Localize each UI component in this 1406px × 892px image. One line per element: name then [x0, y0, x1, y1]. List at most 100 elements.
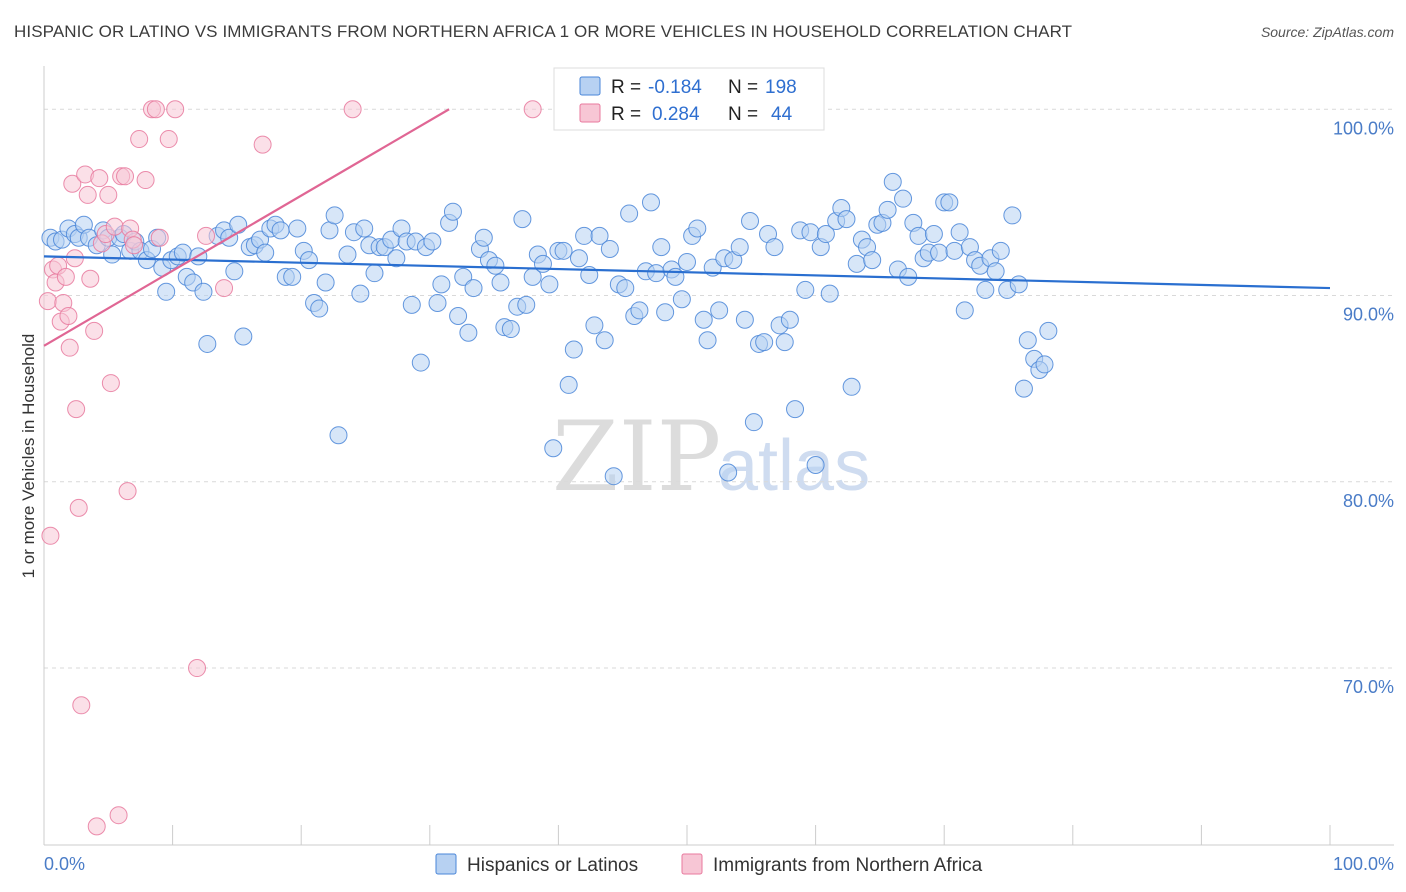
hispanics-point — [486, 256, 505, 275]
hispanics-point — [575, 226, 594, 245]
y-tick-label: 80.0% — [1343, 491, 1394, 511]
hispanics-point — [283, 267, 302, 286]
hispanics-point — [229, 215, 248, 234]
northern-africa-point — [109, 806, 128, 825]
hispanics-point — [641, 193, 660, 212]
northern-africa-point — [118, 482, 137, 501]
series-northern-africa-points — [38, 100, 542, 836]
northern-africa-point — [150, 228, 169, 247]
hispanics-point — [710, 301, 729, 320]
hispanics-point — [423, 232, 442, 251]
hispanics-point — [780, 310, 799, 329]
hispanics-point — [955, 301, 974, 320]
hispanics-point — [1039, 321, 1058, 340]
stats-n-value-pink: 44 — [771, 104, 793, 125]
northern-africa-point — [166, 100, 185, 119]
hispanics-point — [365, 264, 384, 283]
hispanics-point — [878, 200, 897, 219]
hispanics-point — [1014, 379, 1033, 398]
hispanics-point — [585, 316, 604, 335]
hispanics-point — [234, 327, 253, 346]
northern-africa-point — [56, 267, 75, 286]
hispanics-point — [299, 251, 318, 270]
hispanics-point — [796, 280, 815, 299]
hispanics-point — [310, 299, 329, 318]
northern-africa-point — [136, 171, 155, 190]
hispanics-point — [894, 189, 913, 208]
series-hispanics-points — [41, 172, 1058, 486]
hispanics-point — [755, 333, 774, 352]
hispanics-point — [559, 375, 578, 394]
hispanics-point — [411, 353, 430, 372]
y-tick-label: 100.0% — [1333, 118, 1394, 138]
hispanics-point — [945, 241, 964, 260]
stats-swatch-blue — [579, 76, 601, 96]
northern-africa-point — [253, 135, 272, 154]
hispanics-point — [600, 239, 619, 258]
hispanics-point — [474, 228, 493, 247]
northern-africa-point — [101, 374, 120, 393]
hispanics-point — [694, 310, 713, 329]
hispanics-point — [338, 245, 357, 264]
hispanics-point — [513, 210, 532, 229]
stats-n-label-blue: N = — [728, 77, 758, 98]
northern-africa-point — [90, 169, 109, 188]
northern-africa-point — [41, 526, 60, 545]
hispanics-point — [256, 243, 275, 262]
hispanics-point — [402, 295, 421, 314]
northern-africa-point — [523, 100, 542, 119]
northern-africa-point — [67, 400, 86, 419]
hispanics-point — [271, 221, 290, 240]
northern-africa-point — [78, 185, 97, 204]
hispanics-point — [765, 238, 784, 257]
hispanics-point — [604, 467, 623, 486]
chart-title: HISPANIC OR LATINO VS IMMIGRANTS FROM NO… — [14, 22, 1073, 41]
northern-africa-trend-line — [43, 108, 450, 347]
stats-n-label-pink: N = — [728, 104, 758, 125]
northern-africa-point — [85, 321, 104, 340]
hispanics-point — [986, 262, 1005, 281]
hispanics-point — [1009, 275, 1028, 294]
hispanics-point — [883, 172, 902, 191]
hispanics-point — [1003, 206, 1022, 225]
northern-africa-point — [125, 236, 144, 255]
axes — [43, 66, 1394, 846]
legend-swatch-pink — [681, 853, 703, 875]
hispanics-point — [329, 426, 348, 445]
hispanics-point — [847, 254, 866, 273]
hispanics-point — [775, 333, 794, 352]
hispanics-point — [198, 334, 217, 353]
hispanics-point — [569, 249, 588, 268]
hispanics-point — [820, 284, 839, 303]
legend: Hispanics or Latinos Immigrants from Nor… — [435, 853, 983, 876]
hispanics-point — [741, 212, 760, 231]
y-tick-labels: 100.0% 90.0% 80.0% 70.0% — [1333, 118, 1394, 697]
hispanics-point — [540, 275, 559, 294]
hispanics-point — [816, 225, 835, 244]
hispanics-point — [443, 202, 462, 221]
hispanics-point — [744, 413, 763, 432]
northern-africa-point — [81, 269, 100, 288]
hispanics-trend-line — [43, 255, 1331, 290]
watermark-atlas: atlas — [718, 426, 870, 506]
legend-label-blue: Hispanics or Latinos — [467, 855, 638, 876]
hispanics-point — [1035, 355, 1054, 374]
legend-label-pink: Immigrants from Northern Africa — [713, 855, 983, 876]
northern-africa-point — [188, 659, 207, 678]
northern-africa-point — [87, 817, 106, 836]
y-axis-title: 1 or more Vehicles in Household — [19, 334, 38, 579]
hispanics-point — [544, 439, 563, 458]
northern-africa-point — [69, 498, 88, 517]
hispanics-point — [630, 301, 649, 320]
stats-r-value-blue: -0.184 — [648, 77, 702, 98]
hispanics-point — [647, 264, 666, 283]
northern-africa-point — [343, 100, 362, 119]
hispanics-point — [459, 323, 478, 342]
hispanics-point — [225, 262, 244, 281]
hispanics-point — [454, 267, 473, 286]
hispanics-point — [672, 290, 691, 309]
northern-africa-point — [72, 696, 91, 715]
hispanics-point — [688, 219, 707, 238]
hispanics-point — [678, 252, 696, 271]
